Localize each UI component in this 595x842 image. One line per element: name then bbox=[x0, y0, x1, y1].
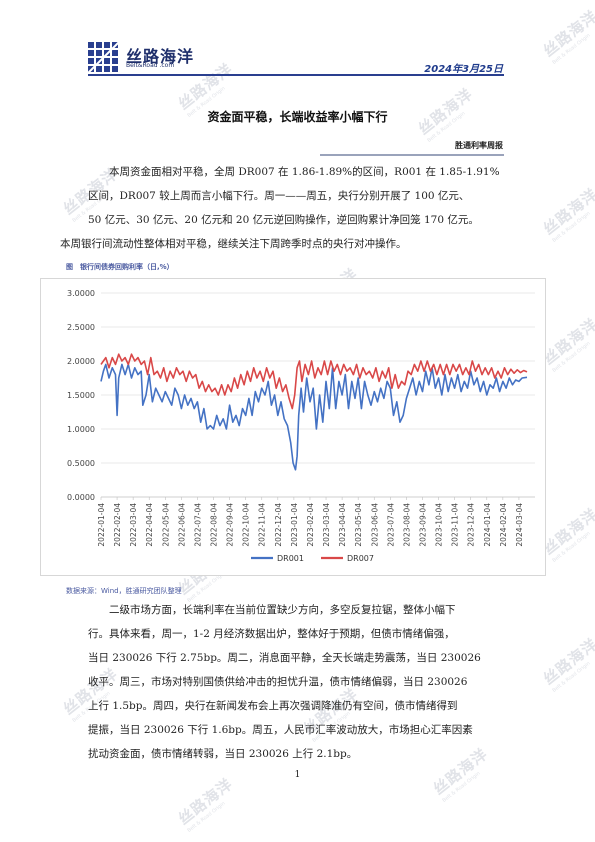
rate-chart: 3.0000 2.5000 2.0000 1.5000 1.0000 0.5000 0.00… bbox=[40, 278, 546, 576]
logo-subtext: Belt&Road .com bbox=[126, 62, 175, 69]
paragraph-line: 提振，当日 230026 下行 1.6bp。周五，人民币汇率波动放大，市场担心汇… bbox=[88, 724, 473, 736]
x-tick-label: 2023-11-04 bbox=[451, 503, 460, 547]
y-tick-label: 2.5000 bbox=[67, 323, 95, 332]
x-tick-label: 2022-11-04 bbox=[258, 503, 267, 547]
x-tick-label: 2022-02-04 bbox=[113, 503, 122, 547]
x-tick-label: 2023-06-04 bbox=[370, 503, 379, 547]
x-tick-label: 2022-08-04 bbox=[210, 503, 219, 547]
column-name: 胜通利率周报 bbox=[455, 141, 503, 150]
x-tick-label: 2023-04-04 bbox=[338, 503, 347, 547]
report-date: 2024年3月25日 bbox=[424, 64, 503, 75]
x-tick-label: 2022-10-04 bbox=[242, 503, 251, 547]
x-tick-label: 2023-12-04 bbox=[467, 503, 476, 547]
x-tick-label: 2023-09-04 bbox=[418, 503, 427, 547]
x-tick-label: 2022-01-04 bbox=[97, 503, 106, 547]
x-tick-label: 2022-05-04 bbox=[161, 503, 170, 547]
paragraph-line: 50 亿元、30 亿元、20 亿元和 20 亿元逆回购操作，逆回购累计净回笼 1… bbox=[88, 214, 479, 226]
x-tick-label: 2024-02-04 bbox=[499, 503, 508, 547]
y-tick-label: 0.0000 bbox=[67, 493, 95, 502]
y-tick-label: 1.0000 bbox=[67, 425, 95, 434]
paragraph-line: 区间，DR007 较上周而言小幅下行。周一——周五，央行分别开展了 100 亿元… bbox=[88, 190, 470, 202]
x-tick-label: 2022-03-04 bbox=[129, 503, 138, 547]
figure-caption: 图 银行间债券回购利率（日,%） bbox=[66, 263, 174, 271]
series-line-dr001 bbox=[100, 363, 528, 471]
column-divider bbox=[320, 154, 504, 156]
y-tick-label: 0.5000 bbox=[67, 459, 95, 468]
x-tick-label: 2022-07-04 bbox=[193, 503, 202, 547]
x-tick-label: 2022-12-04 bbox=[274, 503, 283, 547]
x-tick-label: 2023-10-04 bbox=[435, 503, 444, 547]
y-tick-label: 3.0000 bbox=[67, 289, 95, 298]
legend-label-dr007: DR007 bbox=[347, 554, 374, 563]
paragraph-line: 上行 1.5bp。周四，央行在新闻发布会上再次强调降准仍有空间，债市情绪得到 bbox=[88, 700, 458, 712]
y-tick-label: 2.0000 bbox=[67, 357, 95, 366]
paragraph-2: 二级市场方面，长端利率在当前位置缺少方向，多空反复拉锯，整体小幅下 行。具体来看… bbox=[88, 598, 508, 766]
logo-icon bbox=[88, 42, 120, 74]
source-note: 数据来源：Wind，胜通研究团队整理 bbox=[66, 587, 182, 595]
header-divider bbox=[88, 74, 504, 76]
paragraph-line: 扰动资金面，债市情绪转弱，当日 230026 上行 2.1bp。 bbox=[88, 748, 358, 760]
series-line-dr007 bbox=[100, 353, 528, 410]
x-tick-label: 2024-01-04 bbox=[483, 503, 492, 547]
logo-text: 丝路海洋 bbox=[126, 47, 195, 66]
x-tick-label: 2023-05-04 bbox=[354, 503, 363, 547]
paragraph-line: 当日 230026 下行 2.75bp。周二，消息面平静，全天长端走势震荡，当日… bbox=[88, 652, 481, 664]
paragraph-line: 本周资金面相对平稳，全周 DR007 在 1.86-1.89%的区间，R001 … bbox=[109, 166, 500, 178]
paragraph-line: 本周银行间流动性整体相对平稳，继续关注下周跨季时点的央行对冲操作。 bbox=[60, 238, 407, 250]
x-tick-label: 2023-02-04 bbox=[306, 503, 315, 547]
y-tick-label: 1.5000 bbox=[67, 391, 95, 400]
x-tick-label: 2023-08-04 bbox=[402, 503, 411, 547]
x-tick-label: 2023-07-04 bbox=[386, 503, 395, 547]
paragraph-line: 行。具体来看，周一，1-2 月经济数据出炉，整体好于预期，但债市情绪偏强， bbox=[88, 628, 455, 640]
x-tick-label: 2022-06-04 bbox=[177, 503, 186, 547]
page-title: 资金面平稳，长端收益率小幅下行 bbox=[207, 110, 388, 124]
x-tick-label: 2022-09-04 bbox=[226, 503, 235, 547]
x-tick-label: 2023-03-04 bbox=[322, 503, 331, 547]
legend-label-dr001: DR001 bbox=[277, 554, 304, 563]
rate-chart-svg: 3.0000 2.5000 2.0000 1.5000 1.0000 0.5000 0.00… bbox=[67, 289, 535, 563]
paragraph-1: 本周资金面相对平稳，全周 DR007 在 1.86-1.89%的区间，R001 … bbox=[60, 160, 508, 256]
page-number: 1 bbox=[294, 770, 301, 780]
x-tick-label: 2023-01-04 bbox=[290, 503, 299, 547]
x-tick-label: 2022-04-04 bbox=[145, 503, 154, 547]
paragraph-line: 二级市场方面，长端利率在当前位置缺少方向，多空反复拉锯，整体小幅下 bbox=[109, 604, 456, 616]
x-tick-label: 2024-03-04 bbox=[515, 503, 524, 547]
paragraph-line: 收平。周三，市场对特别国债供给冲击的担忧升温，债市情绪偏弱，当日 230026 bbox=[88, 676, 468, 688]
